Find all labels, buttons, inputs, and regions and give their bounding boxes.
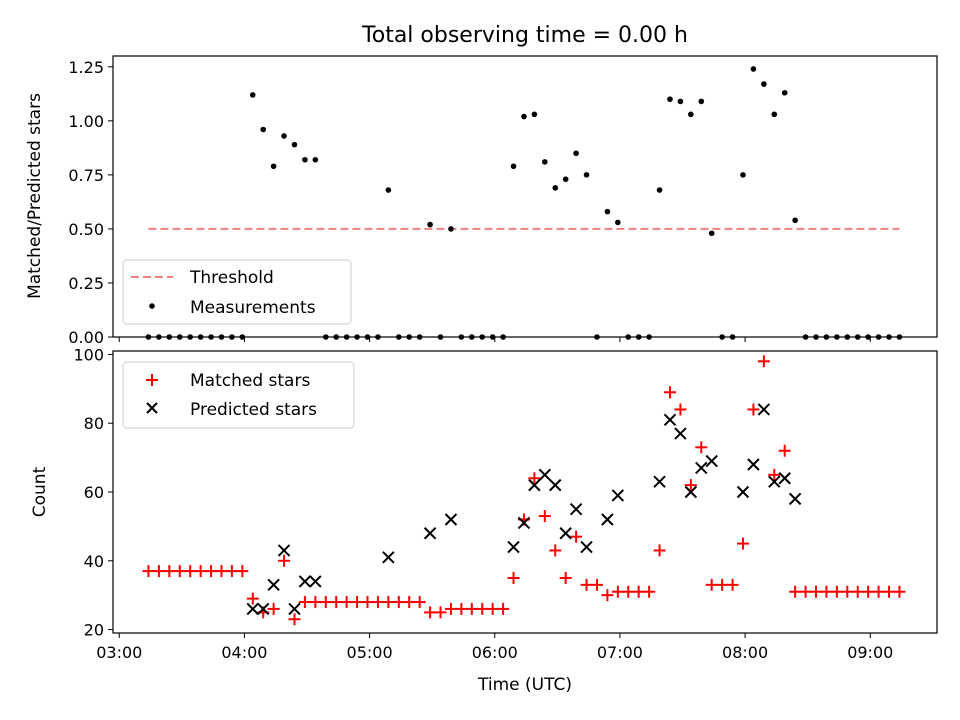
measurement-point (615, 220, 621, 226)
x-tick-label: 05:00 (347, 643, 393, 662)
x-tick-label: 07:00 (597, 643, 643, 662)
legend-measurements-label: Measurements (190, 298, 316, 318)
measurement-point (605, 209, 611, 215)
legend-predicted-label: Predicted stars (190, 400, 317, 420)
measurement-point (427, 222, 433, 228)
ratio-legend: Threshold Measurements (123, 260, 351, 324)
measurement-point (521, 114, 527, 120)
measurement-point (563, 176, 569, 182)
measurement-point (573, 150, 579, 156)
measurement-point (250, 92, 256, 98)
measurement-point (751, 66, 757, 72)
measurement-point (667, 96, 673, 102)
measurement-point (657, 187, 663, 193)
measurement-point (511, 163, 517, 169)
measurement-point (698, 99, 704, 105)
count-y-tick-label: 80 (84, 414, 104, 433)
count-y-tick-label: 60 (84, 483, 104, 502)
ratio-y-tick-label: 0.25 (68, 274, 104, 293)
measurement-point (386, 187, 392, 193)
legend-matched-label: Matched stars (190, 371, 310, 391)
figure: Total observing time = 0.00 h 0.00 0.25 0.… (0, 0, 960, 720)
figure-background (0, 0, 960, 720)
measurement-point (292, 142, 298, 148)
measurement-point (281, 133, 287, 139)
count-y-axis-label: Count (30, 466, 50, 517)
measurement-point (792, 217, 798, 223)
measurement-point (584, 172, 590, 178)
measurement-point (552, 185, 558, 191)
measurement-point (688, 112, 694, 118)
measurement-point (448, 226, 454, 232)
ratio-y-tick-label: 0.50 (68, 220, 104, 239)
measurement-point (271, 163, 277, 169)
x-tick-label: 06:00 (472, 643, 518, 662)
measurement-point (678, 99, 684, 105)
measurement-point (542, 159, 548, 165)
measurement-point (532, 112, 538, 118)
count-y-tick-label: 100 (73, 345, 104, 364)
legend-measurements-swatch (149, 303, 155, 309)
measurement-point (302, 157, 308, 163)
ratio-y-tick-label: 1.00 (68, 112, 104, 131)
x-tick-label: 09:00 (847, 643, 893, 662)
count-y-tick-label: 40 (84, 552, 104, 571)
ratio-y-tick-label: 0.75 (68, 166, 104, 185)
ratio-y-axis-label: Matched/Predicted stars (25, 93, 45, 299)
ratio-y-tick-label: 0.00 (68, 328, 104, 347)
legend-threshold-label: Threshold (189, 268, 274, 288)
count-legend: Matched stars Predicted stars (123, 362, 354, 428)
measurement-point (709, 230, 715, 236)
x-tick-label: 03:00 (96, 643, 142, 662)
x-axis-label: Time (UTC) (477, 675, 572, 695)
measurement-point (313, 157, 319, 163)
measurement-point (782, 90, 788, 96)
measurement-point (761, 81, 767, 87)
chart-title: Total observing time = 0.00 h (361, 23, 688, 48)
x-tick-label: 04:00 (221, 643, 267, 662)
measurement-point (771, 112, 777, 118)
count-y-tick-label: 20 (84, 621, 104, 640)
ratio-y-tick-label: 1.25 (68, 58, 104, 77)
measurement-point (260, 127, 266, 133)
measurement-point (740, 172, 746, 178)
x-tick-label: 08:00 (722, 643, 768, 662)
